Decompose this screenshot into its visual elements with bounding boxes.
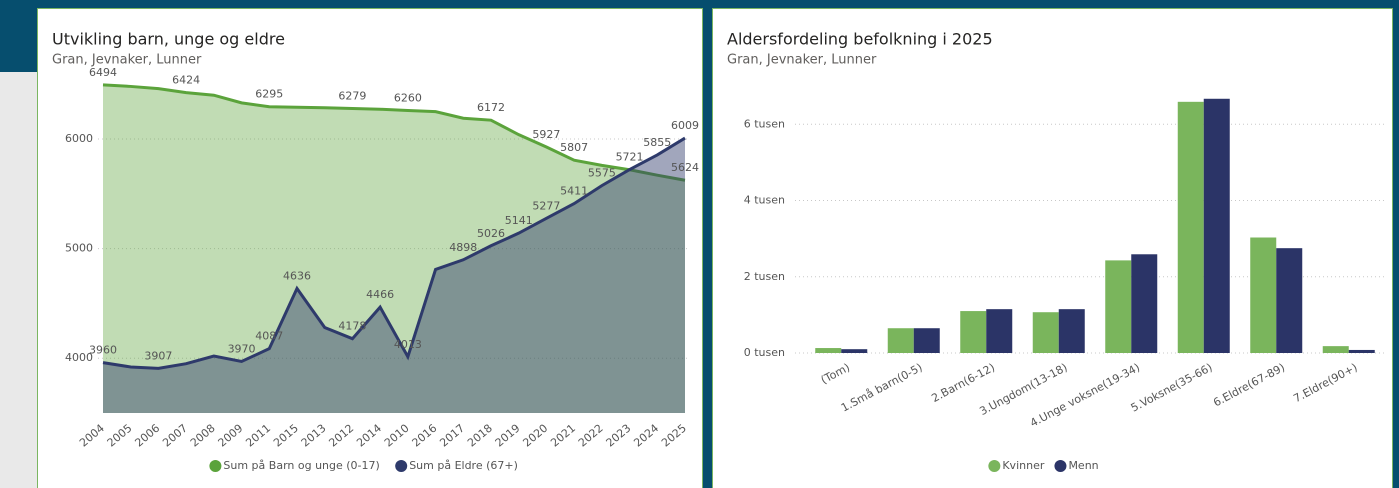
data-label: 4087 [255,330,283,343]
data-label: 6172 [477,101,505,114]
side-strip [0,72,37,488]
legend-marker [988,460,1001,472]
data-label: 5277 [532,199,560,212]
chart-subtitle: Gran, Jevnaker, Lunner [52,53,202,68]
bar [1131,254,1158,353]
data-label: 3970 [228,342,256,355]
chart-title: Aldersfordeling befolkning i 2025 [727,30,993,49]
line [102,83,686,182]
legend-marker [1054,460,1067,472]
bar [1032,312,1059,353]
legend-label: Sum på Eldre (67+) [409,459,518,472]
y-tick-label: 5000 [65,242,93,255]
data-label: 5624 [671,161,699,174]
bar [1250,237,1277,353]
data-label: 5807 [560,141,588,154]
legend-marker [395,460,408,472]
bar [1276,248,1303,353]
bar [1177,101,1204,353]
legend-marker [209,460,222,472]
legend-label: Sum på Barn og unge (0-17) [223,459,379,472]
y-tick-label: 4000 [65,351,93,364]
legend-label: Menn [1068,459,1098,472]
data-label: 4898 [449,241,477,254]
data-label: 6260 [394,92,422,105]
data-label: 5575 [588,167,616,180]
data-label: 4178 [338,320,366,333]
y-tick-label: 6000 [65,132,93,145]
bar [986,309,1013,353]
bar [887,328,914,353]
data-label: 6009 [671,119,699,132]
chart-title: Utvikling barn, unge og eldre [52,30,285,49]
bar [960,311,987,353]
bar [1058,309,1085,353]
area [103,138,685,414]
data-label: 6279 [338,89,366,102]
bar [815,348,842,353]
bar [913,328,940,353]
data-label: 6295 [255,88,283,101]
y-tick-label: 4 tusen [744,194,785,207]
data-label: 4013 [394,338,422,351]
data-label: 5927 [532,128,560,141]
bar [1348,349,1375,353]
bar [1105,260,1132,353]
line [102,136,686,370]
y-tick-label: 2 tusen [744,270,785,283]
data-label: 6424 [172,74,200,87]
data-label: 3907 [144,349,172,362]
data-label: 6494 [89,66,117,79]
bar [1203,98,1230,354]
data-label: 4466 [366,288,394,301]
area [103,84,685,414]
bar [1322,346,1349,353]
legend-label: Kvinner [1002,459,1044,472]
y-tick-label: 0 tusen [744,346,785,359]
data-label: 5855 [643,136,671,149]
data-label: 5721 [616,151,644,164]
bar [841,349,868,353]
data-label: 3960 [89,344,117,357]
data-label: 4636 [283,270,311,283]
data-label: 5411 [560,185,588,198]
y-tick-label: 6 tusen [744,117,785,130]
data-label: 5141 [505,214,533,227]
data-label: 5026 [477,227,505,240]
chart-subtitle: Gran, Jevnaker, Lunner [727,53,877,68]
